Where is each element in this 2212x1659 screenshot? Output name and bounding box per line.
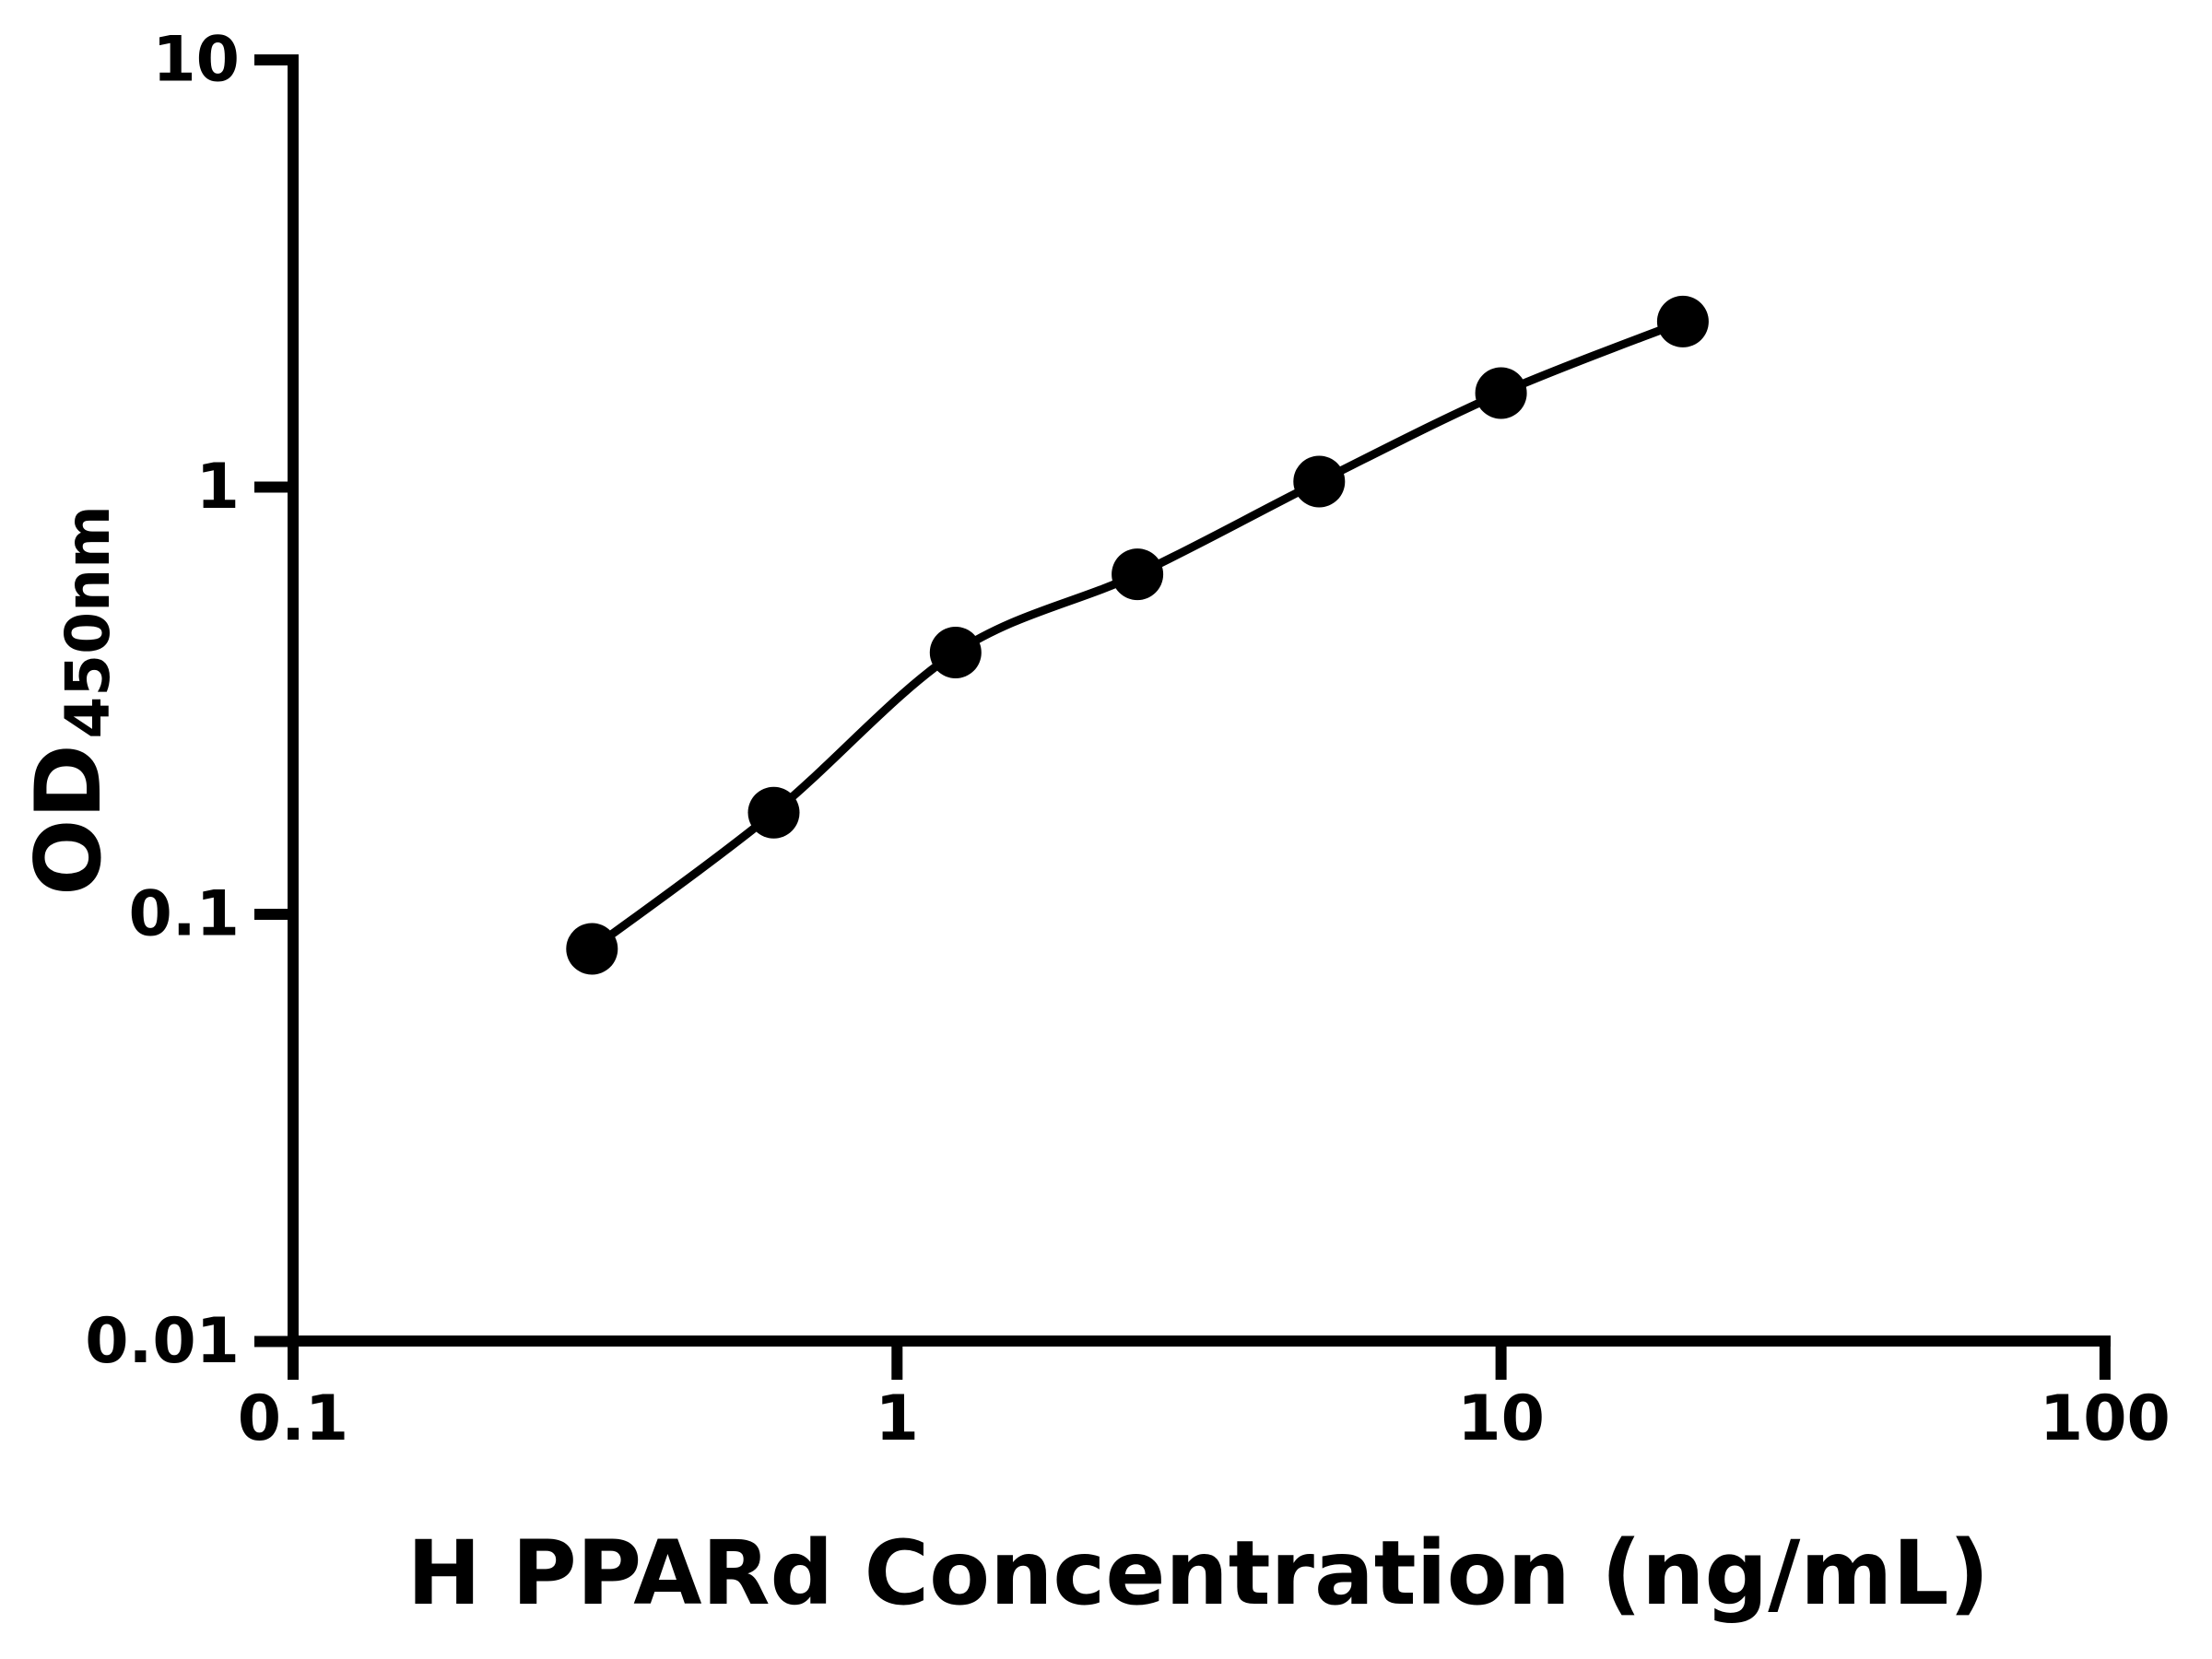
x-tick-label: 10 (1457, 1382, 1545, 1455)
standard-curve-line (589, 317, 1685, 953)
x-axis-title: H PPARd Concentration (ng/mL) (407, 1522, 1990, 1625)
data-point (929, 627, 982, 678)
x-axis-ticks (288, 1341, 2111, 1380)
data-point (1112, 548, 1164, 601)
data-point (1475, 367, 1527, 419)
y-axis-title: OD 450nm (17, 505, 124, 896)
y-tick-label: 0.01 (85, 1305, 240, 1378)
x-tick-label: 100 (2040, 1382, 2171, 1455)
y-tick-label: 1 (196, 451, 240, 524)
y-tick-label: 10 (152, 24, 240, 97)
y-tick-label: 0.1 (129, 878, 240, 951)
y-axis-ticks (254, 54, 293, 1347)
y-axis-tick-labels: 10 1 0.1 0.01 (85, 24, 240, 1379)
y-axis-title-subscript: 450nm (53, 505, 124, 739)
data-point (747, 786, 800, 839)
x-tick-label: 1 (876, 1382, 919, 1455)
x-tick-label: 0.1 (238, 1382, 348, 1455)
data-point (566, 923, 618, 975)
y-axis-title-main: OD (17, 744, 122, 896)
axes (288, 54, 2111, 1347)
data-points (566, 295, 1709, 975)
data-point (1656, 295, 1709, 347)
x-axis-tick-labels: 0.1 1 10 100 (238, 1382, 2171, 1455)
data-point (1293, 455, 1346, 508)
